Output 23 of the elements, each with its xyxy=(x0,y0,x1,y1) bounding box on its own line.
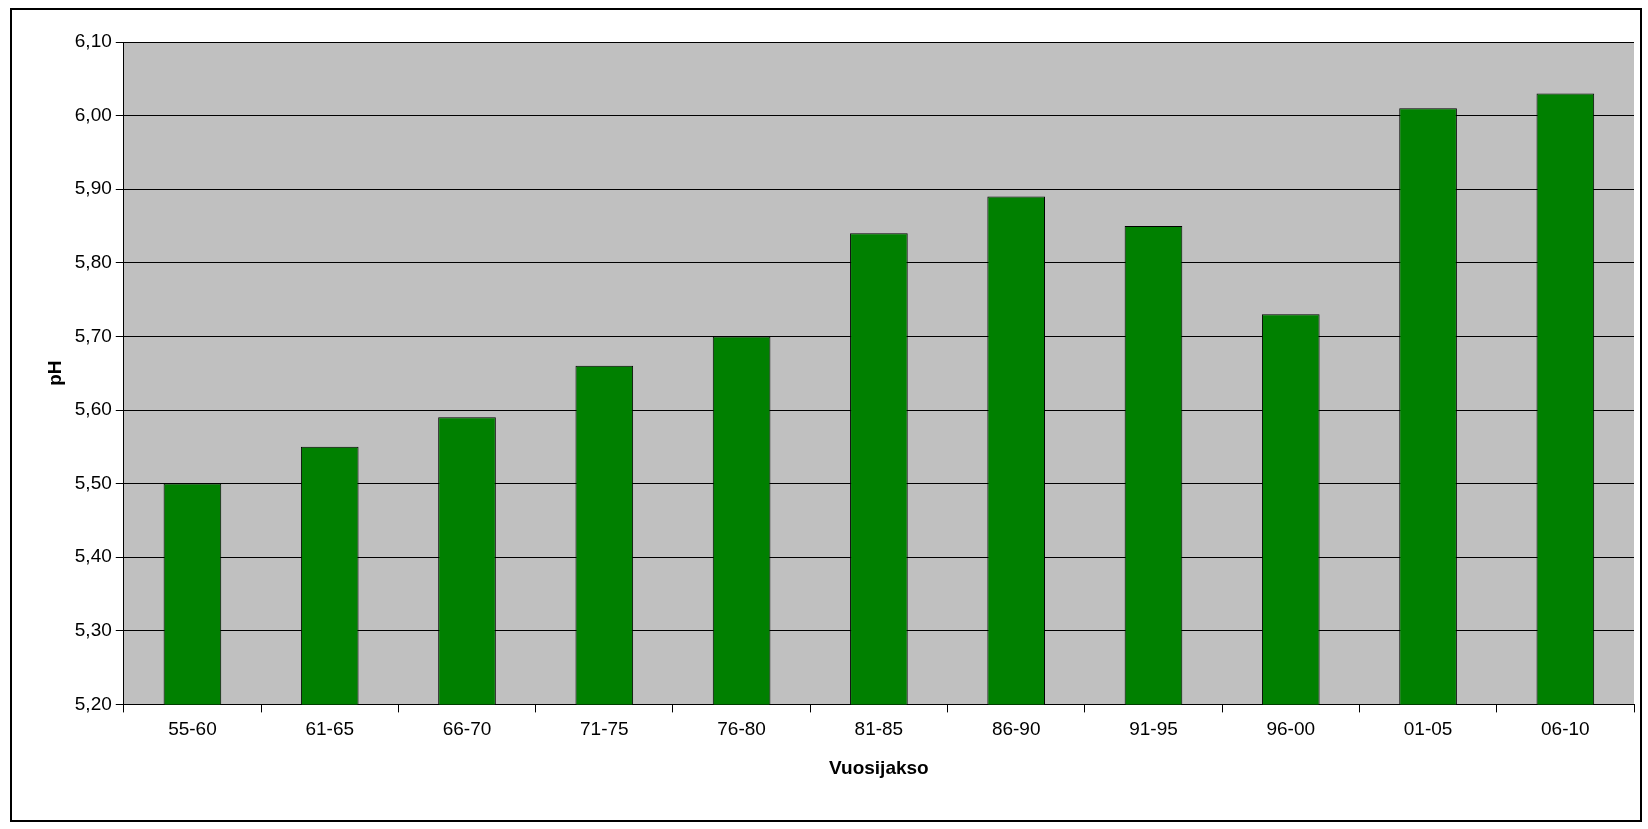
y-tick-label: 5,20 xyxy=(74,692,112,714)
y-tick-label: 6,00 xyxy=(74,103,112,125)
y-tick-label: 5,80 xyxy=(74,251,112,273)
x-tick-label: 76-80 xyxy=(717,718,766,740)
y-tick-label: 5,70 xyxy=(74,324,112,346)
x-tick-label: 96-00 xyxy=(1266,718,1316,740)
y-tick-label: 5,60 xyxy=(74,398,112,420)
y-tick-label: 5,50 xyxy=(74,471,112,493)
y-tick-label: 6,10 xyxy=(74,30,112,52)
y-tick-label: 5,40 xyxy=(74,545,112,567)
x-tick-label: 01-05 xyxy=(1403,718,1453,740)
x-tick-label: 66-70 xyxy=(442,718,492,740)
x-tick-label: 55-60 xyxy=(168,718,217,740)
y-axis-title: pH xyxy=(43,360,65,386)
x-tick-label: 61-65 xyxy=(305,718,355,740)
x-tick-label: 91-95 xyxy=(1129,718,1178,740)
y-tick-label: 5,90 xyxy=(74,177,112,199)
x-tick-label: 81-85 xyxy=(854,718,904,740)
x-tick-label: 06-10 xyxy=(1541,718,1590,740)
x-tick-label: 71-75 xyxy=(580,718,629,740)
x-axis-title: Vuosijakso xyxy=(829,756,929,778)
x-tick-label: 86-90 xyxy=(991,718,1041,740)
y-tick-label: 5,30 xyxy=(74,619,112,641)
